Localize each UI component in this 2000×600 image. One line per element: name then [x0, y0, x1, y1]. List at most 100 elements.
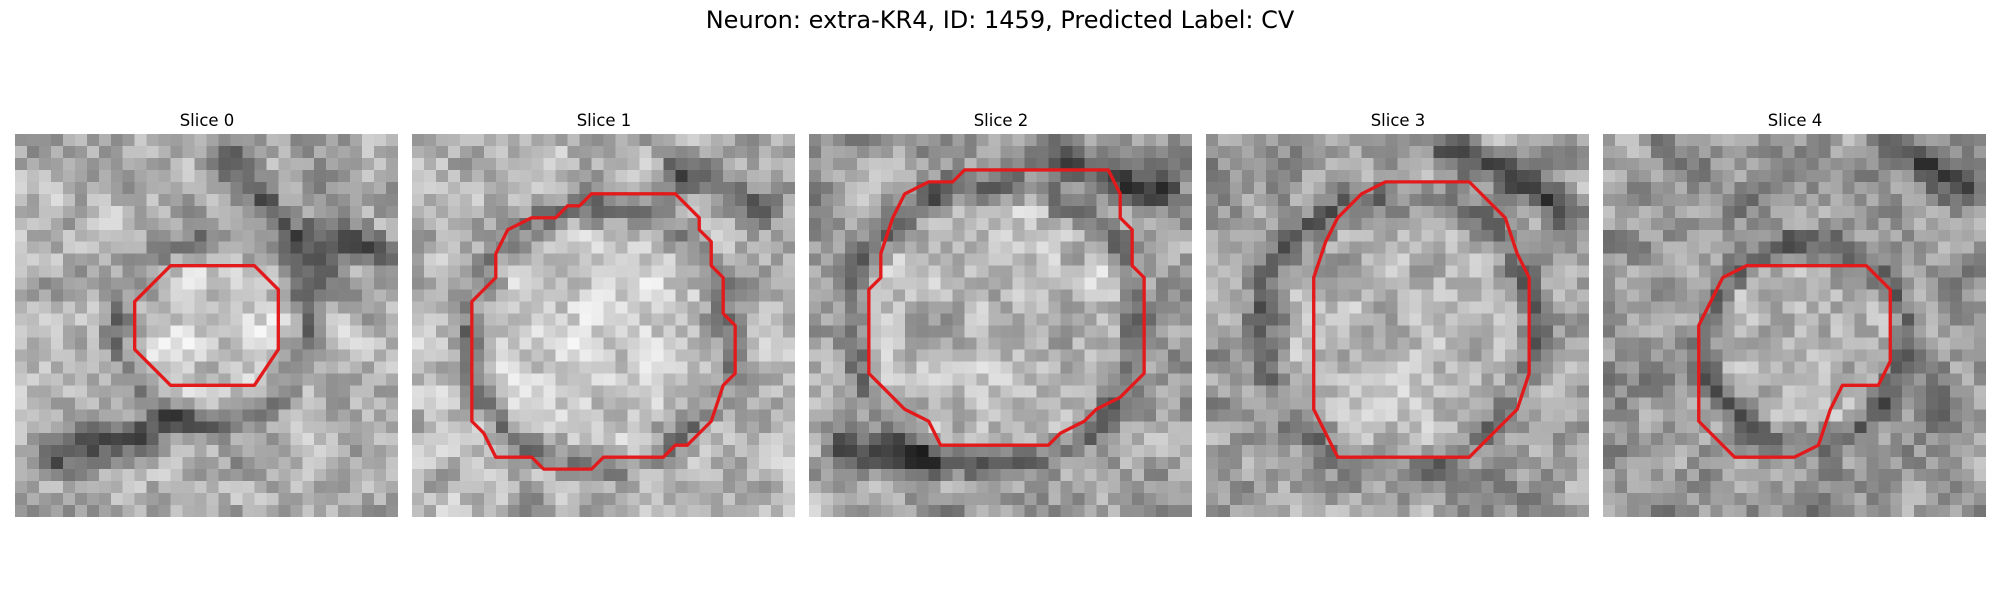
pixel	[278, 481, 291, 494]
pixel	[495, 361, 508, 374]
pixel	[844, 157, 858, 171]
pixel	[194, 241, 207, 254]
pixel	[290, 337, 303, 350]
pixel	[1962, 265, 1975, 278]
pixel	[651, 313, 664, 326]
pixel	[1144, 181, 1157, 195]
pixel	[1168, 349, 1181, 362]
pixel	[543, 181, 556, 195]
pixel	[1072, 457, 1085, 470]
pixel	[218, 229, 231, 242]
pixel	[1686, 301, 1699, 314]
pixel	[880, 505, 894, 517]
pixel	[86, 277, 100, 290]
pixel	[1241, 157, 1255, 171]
pixel	[1469, 481, 1482, 494]
pixel	[1180, 493, 1192, 506]
pixel	[591, 205, 604, 219]
pixel	[74, 253, 88, 266]
pixel	[1373, 157, 1386, 171]
pixel	[1277, 205, 1291, 219]
pixel	[603, 349, 616, 362]
pixel	[38, 134, 52, 147]
pixel	[182, 181, 195, 195]
pixel	[1854, 361, 1867, 374]
pixel	[1529, 481, 1542, 494]
pixel	[759, 505, 772, 517]
pixel	[374, 505, 387, 517]
pixel	[1842, 157, 1855, 171]
pixel	[1217, 325, 1231, 338]
pixel	[1854, 301, 1867, 314]
pixel	[218, 205, 231, 219]
pixel	[1638, 289, 1652, 302]
pixel	[627, 169, 640, 183]
pixel	[412, 373, 425, 386]
pixel	[940, 505, 953, 517]
pixel	[579, 505, 592, 517]
pixel	[1433, 169, 1446, 183]
pixel	[1373, 217, 1386, 230]
pixel	[976, 301, 989, 314]
pixel	[1890, 289, 1903, 302]
pixel	[1048, 157, 1061, 171]
pixel	[134, 193, 147, 207]
pixel	[904, 253, 917, 266]
pixel	[1289, 337, 1302, 350]
pixel	[110, 349, 123, 362]
pixel	[940, 325, 953, 338]
pixel	[374, 181, 387, 195]
pixel	[1409, 481, 1422, 494]
pixel	[1830, 289, 1843, 302]
pixel	[447, 493, 461, 506]
pixel	[242, 217, 255, 230]
pixel	[110, 241, 123, 254]
pixel	[1890, 277, 1903, 290]
pixel	[1325, 169, 1338, 183]
pixel	[302, 433, 315, 446]
pixel	[1854, 433, 1867, 446]
pixel	[1409, 361, 1422, 374]
pixel	[1517, 481, 1530, 494]
pixel	[50, 157, 64, 171]
pixel	[1217, 301, 1231, 314]
pixel	[26, 145, 40, 159]
pixel	[1206, 373, 1219, 386]
pixel	[747, 301, 760, 314]
pixel	[1409, 337, 1422, 350]
pixel	[447, 157, 461, 171]
pixel	[1349, 325, 1362, 338]
pixel	[627, 313, 640, 326]
pixel	[603, 457, 616, 470]
pixel	[110, 193, 123, 207]
pixel	[1806, 134, 1819, 147]
pixel	[1024, 373, 1037, 386]
pixel	[278, 457, 291, 470]
pixel	[1818, 397, 1831, 410]
pixel	[555, 289, 568, 302]
pixel	[1493, 145, 1506, 159]
pixel	[1409, 181, 1422, 195]
pixel	[218, 181, 231, 195]
pixel	[38, 445, 52, 458]
pixel	[495, 373, 508, 386]
pixel	[1746, 457, 1759, 470]
pixel	[1770, 289, 1783, 302]
pixel	[266, 301, 279, 314]
pixel	[1060, 313, 1073, 326]
pixel	[771, 241, 784, 254]
pixel	[1361, 469, 1374, 482]
pixel	[1421, 193, 1434, 207]
pixel	[651, 493, 664, 506]
pixel	[459, 193, 473, 207]
pixel	[1614, 445, 1628, 458]
pixel	[1746, 409, 1759, 422]
pixel	[627, 421, 640, 434]
pixel	[1313, 505, 1326, 517]
pixel	[1265, 457, 1279, 470]
pixel	[1206, 325, 1219, 338]
pixel	[832, 134, 846, 147]
pixel	[1337, 157, 1350, 171]
pixel	[916, 457, 929, 470]
pixel	[412, 301, 425, 314]
